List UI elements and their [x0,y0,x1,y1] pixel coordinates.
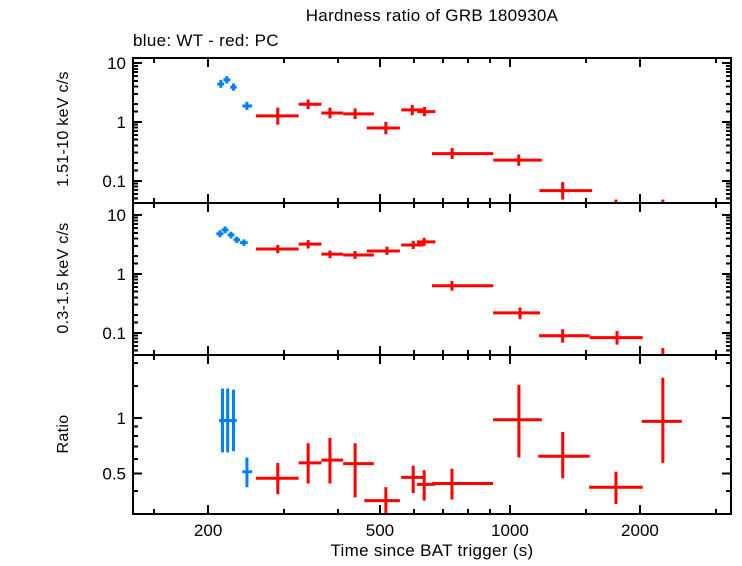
point-wt [242,457,253,488]
x-axis-label: Time since BAT trigger (s) [330,541,534,560]
series-wt [217,76,253,110]
point-wt [224,388,232,453]
point-wt [233,236,240,243]
y-tick-label: 10 [107,206,126,225]
point-pc [493,307,541,320]
point-pc [343,108,374,120]
point-pc [366,246,400,255]
y-tick-label: 1 [117,113,126,132]
chart-title: Hardness ratio of GRB 180930A [305,6,559,25]
point-pc [366,121,400,135]
point-pc [298,443,322,484]
point-pc [343,443,374,498]
point-pc [432,148,494,159]
panel-2-y-ticks [133,214,731,352]
point-pc [417,106,436,117]
point-pc [432,280,494,291]
point-pc [343,250,374,259]
series-pc [255,377,682,513]
x-tick-label: 500 [366,521,394,540]
point-pc [364,487,400,513]
point-pc [589,471,643,505]
point-pc [255,244,299,254]
panel-2-data [216,226,665,354]
panel-3-x-ticks [153,355,717,514]
panel-1-y-ticks [133,62,731,200]
panel-2-x-ticks [153,203,717,355]
point-pc [321,250,344,259]
y-tick-label: 1 [117,409,126,428]
point-pc [539,329,590,343]
y-tick-label: 0.5 [102,464,126,483]
panel-3-frame [132,354,732,515]
y-tick-label: 0.1 [102,324,126,343]
point-pc [416,470,436,501]
point-pc [538,432,590,479]
y-tick-label: 0.1 [102,172,126,191]
panel-3-data [219,377,682,513]
point-wt [216,230,224,238]
point-pc [298,99,322,110]
panel-1-x-ticks [153,58,717,203]
x-tick-label: 1000 [491,521,529,540]
series-wt [219,388,253,488]
panel-3-y-ticks [133,361,731,515]
x-tick-label: 200 [194,521,222,540]
point-pc [401,465,424,494]
point-pc [493,384,542,458]
point-pc [321,437,344,484]
y-tick-label: 1 [117,265,126,284]
point-pc [432,468,494,500]
point-pc [255,462,299,495]
point-wt [242,101,253,110]
series-pc [255,237,665,354]
panel-2-frame [132,202,732,356]
point-pc [416,237,436,246]
series-pc [255,99,665,202]
point-pc [493,154,542,166]
point-wt [227,231,235,239]
point-pc [539,182,593,200]
y-tick-label: 10 [107,54,126,73]
chart-legend-text: blue: WT - red: PC [133,31,279,50]
point-pc [255,107,299,125]
point-wt [239,239,248,246]
x-tick-label: 2000 [621,521,659,540]
point-wt [221,226,229,234]
series-wt [216,226,248,246]
point-pc [589,331,643,345]
panel-1-data [217,76,665,202]
point-pc [401,240,424,249]
point-wt [223,76,231,84]
point-wt [230,389,237,452]
panel-1-frame [132,57,732,204]
point-pc [641,377,682,463]
point-pc [401,104,424,116]
point-wt [217,79,225,88]
point-pc [321,107,344,119]
point-wt [230,83,237,91]
point-pc [298,240,322,249]
